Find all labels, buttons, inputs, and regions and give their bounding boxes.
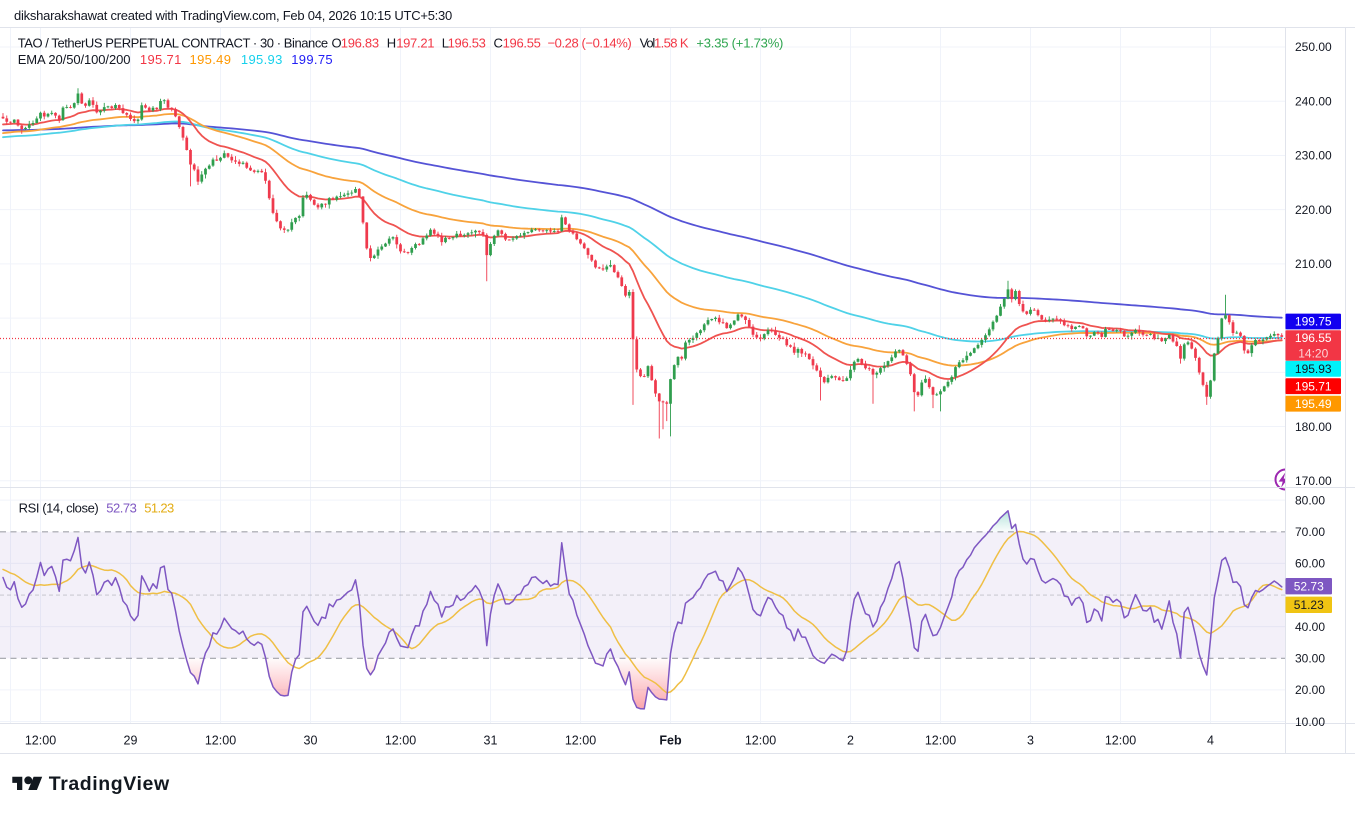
svg-text:1.58 K: 1.58 K	[654, 36, 689, 51]
svg-text:180.00: 180.00	[1295, 420, 1332, 434]
svg-text:170.00: 170.00	[1295, 474, 1332, 488]
svg-text:196.55: 196.55	[1295, 331, 1332, 345]
svg-text:4: 4	[1207, 734, 1214, 748]
svg-text:51.23: 51.23	[144, 501, 174, 516]
svg-text:3: 3	[1027, 734, 1034, 748]
svg-text:220.00: 220.00	[1295, 203, 1332, 217]
svg-text:195.49: 195.49	[1295, 397, 1332, 411]
svg-text:EMA 20/50/100/200: EMA 20/50/100/200	[18, 52, 131, 67]
svg-text:52.73: 52.73	[1294, 579, 1324, 593]
svg-text:12:00: 12:00	[385, 734, 416, 748]
svg-text:31: 31	[484, 734, 498, 748]
svg-text:195.71: 195.71	[1295, 379, 1332, 393]
svg-text:40.00: 40.00	[1295, 620, 1325, 634]
svg-text:195.93: 195.93	[241, 52, 283, 67]
svg-text:199.75: 199.75	[1295, 315, 1332, 329]
svg-text:230.00: 230.00	[1295, 149, 1332, 163]
svg-text:12:00: 12:00	[25, 734, 56, 748]
svg-text:TAO / TetherUS PERPETUAL CONTR: TAO / TetherUS PERPETUAL CONTRACT · 30 ·…	[18, 36, 328, 51]
svg-text:195.71: 195.71	[140, 52, 182, 67]
svg-text:20.00: 20.00	[1295, 683, 1325, 697]
svg-text:210.00: 210.00	[1295, 257, 1332, 271]
svg-text:12:00: 12:00	[205, 734, 236, 748]
svg-text:Vol: Vol	[640, 36, 656, 51]
svg-text:+3.35 (+1.73%): +3.35 (+1.73%)	[696, 36, 783, 51]
svg-text:diksharakshawat created with T: diksharakshawat created with TradingView…	[14, 8, 452, 23]
svg-text:196.53: 196.53	[448, 36, 486, 51]
svg-text:250.00: 250.00	[1295, 40, 1332, 54]
svg-text:80.00: 80.00	[1295, 493, 1325, 507]
svg-text:196.55: 196.55	[503, 36, 541, 51]
svg-text:−0.28 (−0.14%): −0.28 (−0.14%)	[548, 36, 632, 51]
svg-text:199.75: 199.75	[291, 52, 333, 67]
svg-text:195.49: 195.49	[190, 52, 232, 67]
svg-text:30.00: 30.00	[1295, 652, 1325, 666]
svg-text:C: C	[494, 36, 503, 51]
svg-text:196.83: 196.83	[341, 36, 379, 51]
svg-text:195.93: 195.93	[1295, 362, 1332, 376]
svg-text:29: 29	[124, 734, 138, 748]
svg-text:Feb: Feb	[659, 734, 682, 748]
svg-text:2: 2	[847, 734, 854, 748]
svg-text:12:00: 12:00	[925, 734, 956, 748]
svg-text:30: 30	[304, 734, 318, 748]
svg-text:12:00: 12:00	[1105, 734, 1136, 748]
svg-text:TradingView: TradingView	[49, 773, 170, 795]
svg-text:H: H	[387, 36, 396, 51]
svg-text:14:20: 14:20	[1298, 346, 1328, 360]
svg-text:70.00: 70.00	[1295, 525, 1325, 539]
svg-text:52.73: 52.73	[106, 501, 136, 516]
svg-text:12:00: 12:00	[745, 734, 776, 748]
svg-text:L: L	[442, 36, 449, 51]
svg-text:240.00: 240.00	[1295, 94, 1332, 108]
svg-text:10.00: 10.00	[1295, 715, 1325, 729]
svg-text:RSI (14, close): RSI (14, close)	[19, 501, 99, 516]
svg-text:O: O	[332, 36, 342, 51]
svg-text:51.23: 51.23	[1294, 598, 1324, 612]
svg-text:197.21: 197.21	[396, 36, 434, 51]
svg-text:12:00: 12:00	[565, 734, 596, 748]
svg-text:60.00: 60.00	[1295, 557, 1325, 571]
